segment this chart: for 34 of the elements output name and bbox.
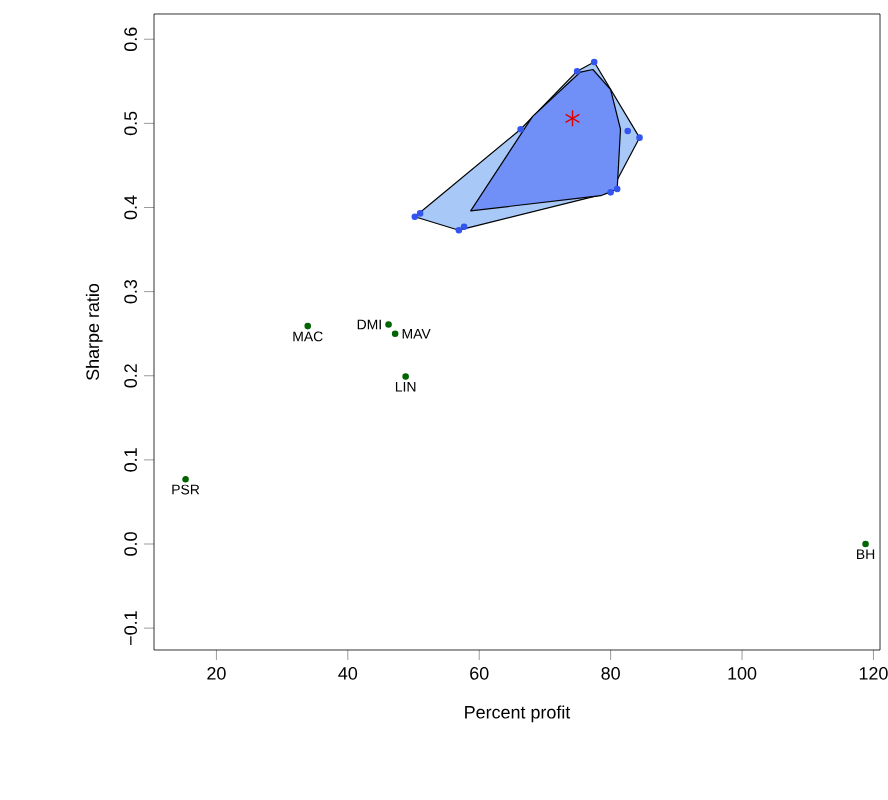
y-tick-label: 0.2 xyxy=(124,364,137,388)
y-tick-label: 0.0 xyxy=(124,532,137,556)
point xyxy=(460,223,468,231)
y-axis-title: Sharpe ratio xyxy=(85,283,103,381)
point xyxy=(573,67,581,75)
x-tick-label: 80 xyxy=(601,667,620,680)
point xyxy=(564,109,581,127)
y-tick-label: −0.1 xyxy=(124,611,137,645)
point xyxy=(385,321,392,328)
x-axis-title: Percent profit xyxy=(465,705,571,723)
point xyxy=(517,125,524,133)
x-tick-label: 100 xyxy=(728,667,757,680)
point xyxy=(455,226,463,234)
point xyxy=(416,210,424,217)
point xyxy=(636,134,643,141)
x-tick-label: 20 xyxy=(207,667,226,680)
x-tick-label: 60 xyxy=(470,667,489,680)
y-tick-label: 0.3 xyxy=(124,279,137,304)
point xyxy=(590,58,598,66)
y-tick-label: 0.1 xyxy=(124,448,137,472)
point xyxy=(624,127,631,135)
y-tick-label: 0.6 xyxy=(124,27,137,52)
y-tick-label: 0.5 xyxy=(124,111,137,136)
x-tick-label: 40 xyxy=(338,667,358,680)
point xyxy=(304,322,312,330)
point xyxy=(391,330,399,337)
point xyxy=(182,475,189,483)
x-tick-label: 120 xyxy=(859,667,888,680)
point xyxy=(862,540,869,548)
point xyxy=(402,373,409,380)
point xyxy=(613,185,621,193)
point xyxy=(411,213,419,221)
y-tick-label: 0.4 xyxy=(124,195,137,220)
point xyxy=(607,189,614,196)
